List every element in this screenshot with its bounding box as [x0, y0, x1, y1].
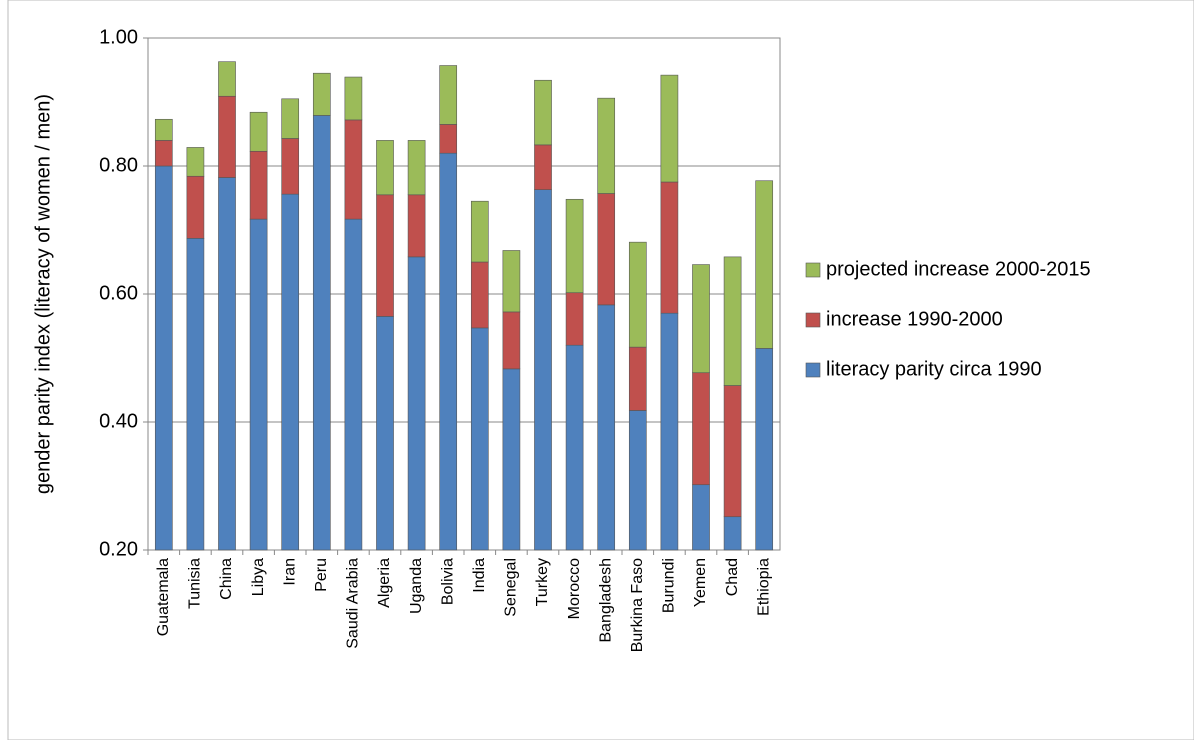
bar-segment [218, 95, 236, 178]
bar-segment [154, 118, 173, 141]
bar-segment [186, 147, 205, 177]
bar-segment [502, 311, 521, 370]
y-tick-label: 0.80 [99, 154, 138, 176]
bar-segment [470, 261, 489, 329]
bar-segment [249, 218, 268, 551]
bar-segment [628, 346, 647, 411]
bar-segment [407, 256, 426, 551]
x-tick-label: Tunisia [187, 558, 204, 609]
bar-segment [154, 165, 173, 551]
x-tick-label: Burkina Faso [629, 558, 646, 652]
bar-segment [660, 181, 679, 314]
bar-segment [439, 65, 458, 125]
x-tick-label: Iran [281, 558, 298, 586]
bar-segment [344, 76, 363, 121]
bar-segment [470, 327, 489, 551]
bar-segment [692, 484, 710, 551]
bar-segment [660, 312, 679, 551]
y-tick-label: 0.60 [99, 282, 138, 304]
bar-segment [597, 193, 616, 306]
bar-segment [186, 175, 205, 239]
bar-segment [628, 410, 647, 551]
x-tick-label: Burundi [661, 558, 678, 613]
bar-segment [376, 194, 394, 317]
bar-segment [249, 150, 268, 220]
x-tick-label: Morocco [566, 558, 583, 619]
bar-segment [376, 316, 394, 551]
bar-segment [723, 256, 742, 386]
x-tick-label: Algeria [376, 558, 393, 608]
bar-segment [692, 372, 710, 486]
legend-label: literacy parity circa 1990 [826, 358, 1042, 380]
bar-segment [376, 140, 394, 196]
x-tick-label: India [471, 558, 488, 593]
legend-swatch [805, 362, 821, 378]
legend-label: projected increase 2000-2015 [826, 258, 1091, 280]
bar-segment [281, 193, 300, 551]
y-tick-label: 0.40 [99, 410, 138, 432]
bar-segment [312, 115, 331, 551]
bar-segment [723, 516, 742, 551]
x-tick-label: Peru [313, 558, 330, 592]
x-tick-label: Yemen [692, 558, 709, 607]
bar-segment [439, 152, 458, 551]
x-tick-label: Turkey [534, 558, 551, 606]
bar-segment [565, 344, 584, 551]
bar-segment [218, 177, 236, 551]
bar-segment [470, 200, 489, 263]
bar-segment [281, 98, 300, 139]
bar-segment [502, 250, 521, 313]
bar-segment [249, 111, 268, 152]
bar-segment [407, 140, 426, 196]
bar-segment [597, 97, 616, 194]
bar-segment [439, 124, 458, 154]
bar-segment [218, 61, 236, 97]
bar-segment [534, 144, 552, 190]
y-tick-label: 1.00 [99, 26, 138, 48]
bar-segment [186, 238, 205, 551]
y-axis-label: gender parity index (literacy of women /… [32, 94, 54, 494]
bar-segment [723, 385, 742, 518]
x-tick-label: Uganda [408, 558, 425, 614]
y-tick-label: 0.20 [99, 538, 138, 560]
bar-segment [344, 119, 363, 220]
bar-segment [565, 292, 584, 346]
bar-segment [344, 218, 363, 551]
bar-segment [502, 368, 521, 551]
legend-swatch [805, 262, 821, 278]
x-tick-label: Senegal [503, 558, 520, 617]
bar-segment [755, 348, 774, 551]
x-tick-label: Bangladesh [597, 558, 614, 643]
bar-segment [755, 180, 774, 349]
bar-segment [597, 304, 616, 551]
x-tick-label: Chad [724, 558, 741, 596]
bar-segment [407, 194, 426, 258]
bar-segment [534, 189, 552, 551]
bar-segment [534, 79, 552, 146]
bar-segment [312, 72, 331, 116]
bar-segment [565, 198, 584, 294]
x-tick-label: Guatemala [155, 558, 172, 636]
x-tick-label: Bolivia [439, 558, 456, 605]
bar-segment [281, 138, 300, 195]
legend-label: increase 1990-2000 [826, 308, 1003, 330]
bar-segment [692, 264, 710, 374]
bar-segment [154, 140, 173, 167]
legend-swatch [805, 312, 821, 328]
bar-segment [660, 74, 679, 183]
x-tick-label: Saudi Arabia [345, 558, 362, 649]
x-tick-label: Ethiopia [755, 558, 772, 616]
x-tick-label: Libya [250, 558, 267, 596]
bar-segment [628, 241, 647, 348]
x-tick-label: China [218, 558, 235, 600]
